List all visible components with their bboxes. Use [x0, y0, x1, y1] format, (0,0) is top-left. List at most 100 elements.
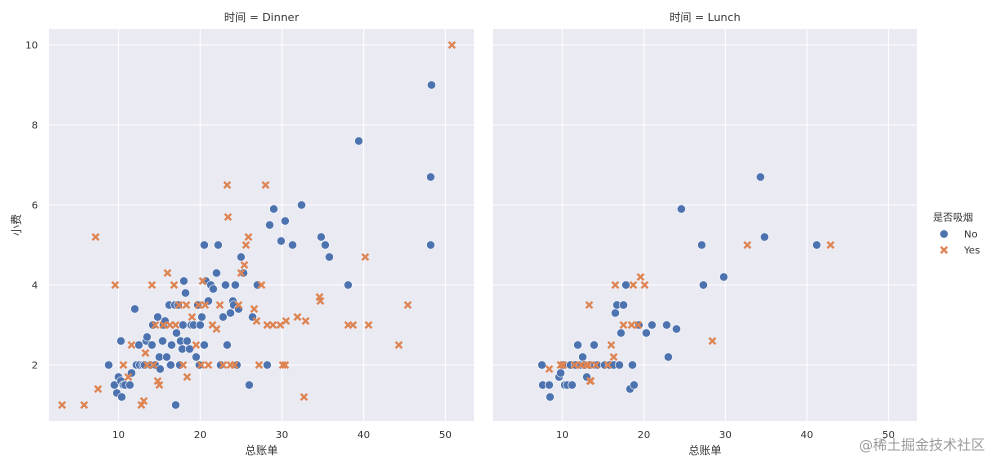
- y-axis-label: 小费: [10, 214, 23, 236]
- point-yes: [230, 361, 239, 369]
- y-tick-label: 6: [32, 201, 38, 212]
- point-no: [162, 352, 172, 362]
- point-yes: [268, 321, 277, 329]
- point-yes: [148, 281, 156, 289]
- point-no: [343, 280, 353, 290]
- point-no: [153, 312, 163, 322]
- point-no: [719, 272, 729, 282]
- point-yes: [743, 241, 752, 249]
- point-no: [212, 268, 222, 278]
- point-yes: [619, 321, 628, 329]
- point-yes: [252, 317, 261, 325]
- point-no: [671, 324, 681, 334]
- point-yes: [179, 361, 188, 369]
- point-yes: [609, 353, 618, 361]
- series-yes: [545, 241, 835, 385]
- point-no: [578, 352, 588, 362]
- point-yes: [94, 385, 103, 393]
- point-yes: [349, 321, 358, 329]
- x-tick-label: 20: [637, 430, 650, 441]
- y-tick-label: 8: [32, 121, 38, 132]
- point-no: [426, 240, 436, 250]
- point-yes: [219, 361, 228, 369]
- point-no: [236, 252, 246, 262]
- point-yes: [201, 301, 210, 309]
- point-no: [213, 240, 223, 250]
- point-no: [171, 400, 181, 410]
- point-no: [166, 360, 176, 370]
- legend-title: 是否吸烟: [933, 211, 973, 224]
- point-no: [230, 280, 240, 290]
- point-no: [199, 340, 209, 350]
- x-tick-label: 40: [801, 430, 814, 441]
- y-tick-label: 10: [25, 41, 38, 52]
- point-yes: [826, 241, 835, 249]
- point-yes: [155, 381, 164, 389]
- point-no: [195, 320, 205, 330]
- point-no: [117, 392, 127, 402]
- point-yes: [591, 361, 600, 369]
- point-no: [167, 340, 177, 350]
- point-no: [544, 380, 554, 390]
- point-yes: [627, 321, 636, 329]
- point-yes: [629, 281, 638, 289]
- x-tick-label: 50: [882, 430, 895, 441]
- point-yes: [300, 393, 308, 401]
- point-yes: [224, 213, 232, 221]
- x-tick-label: 40: [357, 430, 370, 441]
- point-no: [199, 240, 209, 250]
- plot-background: [49, 29, 474, 421]
- legend-marker-yes: [940, 246, 948, 254]
- point-yes: [364, 321, 373, 329]
- facet-title: 时间 = Dinner: [224, 11, 299, 24]
- point-yes: [447, 41, 456, 49]
- point-yes: [301, 317, 310, 325]
- point-no: [629, 380, 639, 390]
- point-no: [134, 340, 144, 350]
- point-no: [320, 240, 330, 250]
- point-no: [182, 336, 192, 346]
- point-no: [265, 220, 275, 230]
- point-no: [663, 352, 673, 362]
- legend-label-no: No: [964, 230, 978, 241]
- x-axis-label: 总账单: [245, 443, 278, 457]
- point-yes: [611, 281, 620, 289]
- point-yes: [237, 269, 246, 277]
- point-no: [208, 284, 218, 294]
- point-no: [354, 136, 364, 146]
- point-yes: [708, 337, 717, 345]
- x-tick-label: 50: [439, 430, 452, 441]
- point-yes: [403, 301, 412, 309]
- point-yes: [584, 361, 593, 369]
- point-no: [130, 304, 140, 314]
- point-yes: [634, 321, 643, 329]
- point-no: [297, 200, 307, 210]
- point-no: [697, 240, 707, 250]
- point-yes: [197, 361, 205, 369]
- point-no: [618, 300, 628, 310]
- point-no: [760, 232, 770, 242]
- point-no: [222, 340, 232, 350]
- point-yes: [139, 397, 148, 405]
- point-yes: [585, 301, 594, 309]
- point-no: [180, 288, 190, 298]
- point-yes: [127, 341, 136, 349]
- point-no: [262, 360, 272, 370]
- point-yes: [194, 301, 203, 309]
- point-no: [276, 236, 286, 246]
- point-yes: [215, 301, 224, 309]
- point-yes: [188, 313, 197, 321]
- point-yes: [170, 281, 179, 289]
- point-yes: [58, 401, 67, 409]
- point-no: [116, 336, 126, 346]
- point-no: [316, 232, 326, 242]
- point-yes: [124, 373, 133, 381]
- plot-background: [493, 29, 917, 421]
- point-no: [197, 312, 207, 322]
- point-no: [426, 80, 436, 90]
- point-no: [288, 240, 298, 250]
- point-yes: [244, 233, 253, 241]
- point-no: [610, 308, 620, 318]
- point-no: [426, 172, 436, 182]
